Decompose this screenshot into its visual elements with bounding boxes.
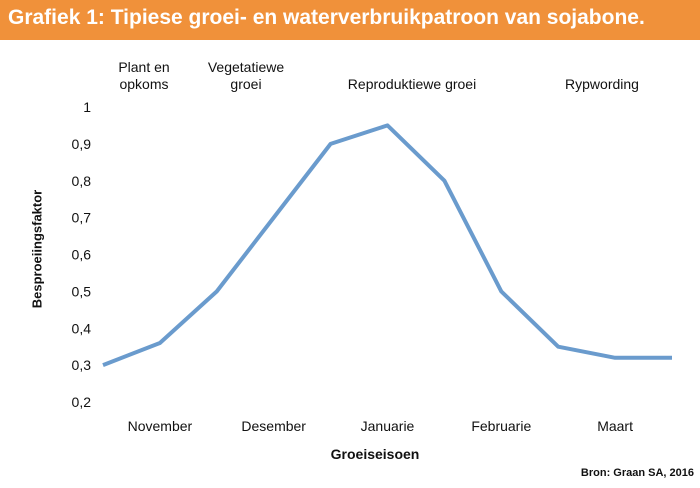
x-tick-label: Januarie xyxy=(361,418,415,434)
phase-label-ripening: Rypwording xyxy=(565,76,639,92)
y-tick-label: 0,9 xyxy=(72,136,92,152)
y-tick-label: 0,2 xyxy=(72,394,92,410)
y-tick-label: 0,6 xyxy=(72,247,92,263)
x-tick-label: Februarie xyxy=(471,418,531,434)
x-axis-ticks: November Desember Januarie Februarie Maart xyxy=(128,418,633,434)
phase-label-plant: Plant en opkoms xyxy=(118,59,170,92)
series-line xyxy=(102,123,672,367)
phase-label-vegetative: Vegetatiewe groei xyxy=(207,59,285,92)
series-lines xyxy=(102,123,672,367)
y-tick-label: 1 xyxy=(83,99,91,115)
y-tick-label: 0,4 xyxy=(72,320,92,336)
x-tick-label: Maart xyxy=(597,418,633,434)
x-tick-label: Desember xyxy=(241,418,306,434)
y-tick-label: 0,3 xyxy=(72,357,92,373)
y-axis-ticks: 0,2 0,3 0,4 0,5 0,6 0,7 0,8 0,9 1 xyxy=(72,99,92,410)
chart-title: Grafiek 1: Tipiese groei- en waterverbru… xyxy=(8,6,645,29)
y-tick-label: 0,5 xyxy=(72,283,92,299)
y-tick-label: 0,8 xyxy=(72,173,92,189)
y-tick-label: 0,7 xyxy=(72,210,92,226)
x-tick-label: November xyxy=(128,418,193,434)
x-axis-label: Groeiseisoen xyxy=(330,446,420,462)
source-note: Bron: Graan SA, 2016 xyxy=(580,467,694,479)
y-axis-label: Besproeiingsfaktor xyxy=(29,189,45,309)
title-bar: Grafiek 1: Tipiese groei- en waterverbru… xyxy=(0,0,700,40)
phase-label-reproductive: Reproduktiewe groei xyxy=(347,76,477,92)
